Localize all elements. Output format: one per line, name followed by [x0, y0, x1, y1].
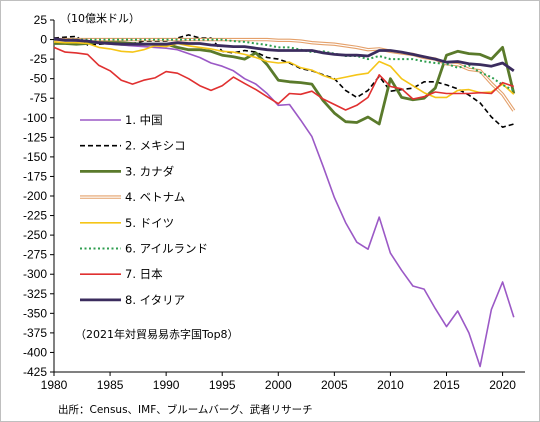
series-line-5 [53, 41, 515, 99]
y-tick-label: -200 [23, 189, 47, 203]
legend-label-4: 4. ベトナム [125, 190, 185, 204]
y-tick-label: -150 [23, 150, 47, 164]
legend-label-6: 6. アイルランド [125, 242, 208, 256]
series-line-1 [53, 38, 515, 368]
x-tick-label: 1990 [153, 378, 180, 392]
y-axis-ticks: 25 0 -25 -50 -75 -100 -125 -150 -175 -200 -225 -250… [23, 13, 54, 379]
y-tick-label: -300 [23, 267, 47, 281]
series-lines [53, 34, 516, 368]
x-tick-label: 2005 [321, 378, 348, 392]
y-tick-label: -125 [23, 130, 47, 144]
legend-label-3: 3. カナダ [125, 164, 175, 178]
source-text: 出所：Census、IMF、ブルームバーグ、武者リサーチ [58, 403, 313, 416]
y-tick-label: -375 [23, 326, 47, 340]
legend-label-8: 8. イタリア [125, 293, 185, 307]
y-tick-label: 25 [34, 13, 48, 27]
y-tick-label: -250 [23, 228, 47, 242]
unit-label: （10億米ドル） [60, 12, 140, 25]
x-tick-label: 2010 [377, 378, 404, 392]
y-tick-label: -350 [23, 306, 47, 320]
x-tick-label: 1995 [209, 378, 236, 392]
x-tick-label: 2000 [265, 378, 292, 392]
x-tick-label: 1980 [41, 378, 68, 392]
y-tick-label: 0 [40, 33, 47, 47]
legend-label-7: 7. 日本 [125, 267, 163, 281]
y-tick-label: -275 [23, 248, 47, 262]
y-tick-label: -75 [30, 91, 48, 105]
x-axis-ticks: 1980 1985 1990 1995 2000 2005 2010 2015 2020 [41, 372, 516, 392]
legend-label-1: 1. 中国 [125, 113, 163, 127]
y-tick-label: -50 [30, 72, 48, 86]
x-tick-label: 2015 [433, 378, 460, 392]
x-tick-label: 1985 [97, 378, 124, 392]
y-tick-label: -225 [23, 209, 47, 223]
series-line-8 [53, 37, 515, 72]
y-tick-label: -25 [30, 52, 48, 66]
series-line-6 [54, 38, 515, 92]
chart-note: （2021年対貿易易赤字国Top8） [75, 327, 239, 341]
y-tick-label: -400 [23, 345, 47, 359]
y-tick-label: -325 [23, 287, 47, 301]
x-tick-label: 2020 [489, 378, 516, 392]
legend: 1. 中国 2. メキシコ 3. カナダ 4. ベトナム 5. ドイツ 6. アイルランド… [80, 113, 208, 307]
y-tick-label: -175 [23, 169, 47, 183]
y-tick-label: -100 [23, 111, 47, 125]
legend-label-5: 5. ドイツ [125, 216, 174, 230]
y-tick-label: -425 [23, 365, 47, 379]
series-line-7 [53, 46, 515, 111]
legend-label-2: 2. メキシコ [125, 139, 186, 153]
